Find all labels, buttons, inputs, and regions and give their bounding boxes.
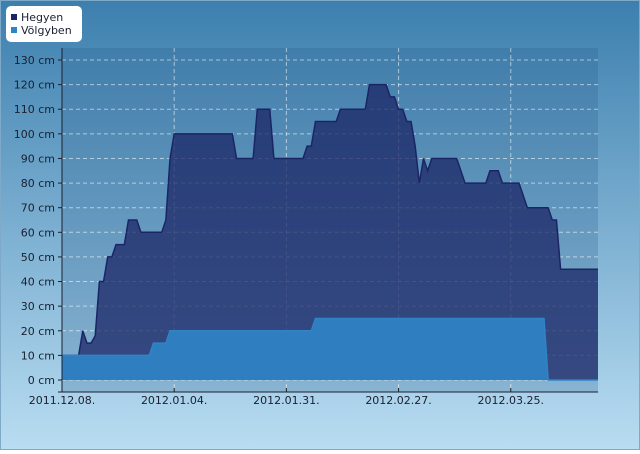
y-tick-label: 120 cm	[14, 79, 55, 92]
legend-swatch	[11, 14, 17, 20]
y-tick-label: 110 cm	[14, 103, 55, 116]
y-tick-label: 30 cm	[21, 300, 55, 313]
line	[62, 317, 598, 381]
legend-label: Völgyben	[21, 24, 72, 37]
legend-box	[6, 6, 82, 42]
x-tick-label: 2012.01.31.	[253, 394, 319, 407]
y-tick-label: 70 cm	[21, 202, 55, 215]
y-tick-label: 90 cm	[21, 152, 55, 165]
area	[62, 318, 598, 380]
x-tick-label: 2012.01.04.	[141, 394, 207, 407]
y-tick-label: 40 cm	[21, 276, 55, 289]
x-tick-label: 2012.03.25.	[478, 394, 544, 407]
y-tick-label: 50 cm	[21, 251, 55, 264]
legend-label: Hegyen	[21, 11, 63, 24]
y-tick-label: 10 cm	[21, 349, 55, 362]
y-tick-label: 60 cm	[21, 226, 55, 239]
line	[62, 83, 598, 357]
y-tick-label: 130 cm	[14, 54, 55, 67]
y-tick-label: 100 cm	[14, 128, 55, 141]
y-tick-label: 20 cm	[21, 325, 55, 338]
y-tick-label: 0 cm	[28, 374, 55, 387]
area	[62, 84, 598, 380]
legend-swatch	[11, 27, 17, 33]
x-tick-label: 2012.02.27.	[365, 394, 431, 407]
x-tick-label: 2011.12.08.	[29, 394, 95, 407]
y-tick-label: 80 cm	[21, 177, 55, 190]
